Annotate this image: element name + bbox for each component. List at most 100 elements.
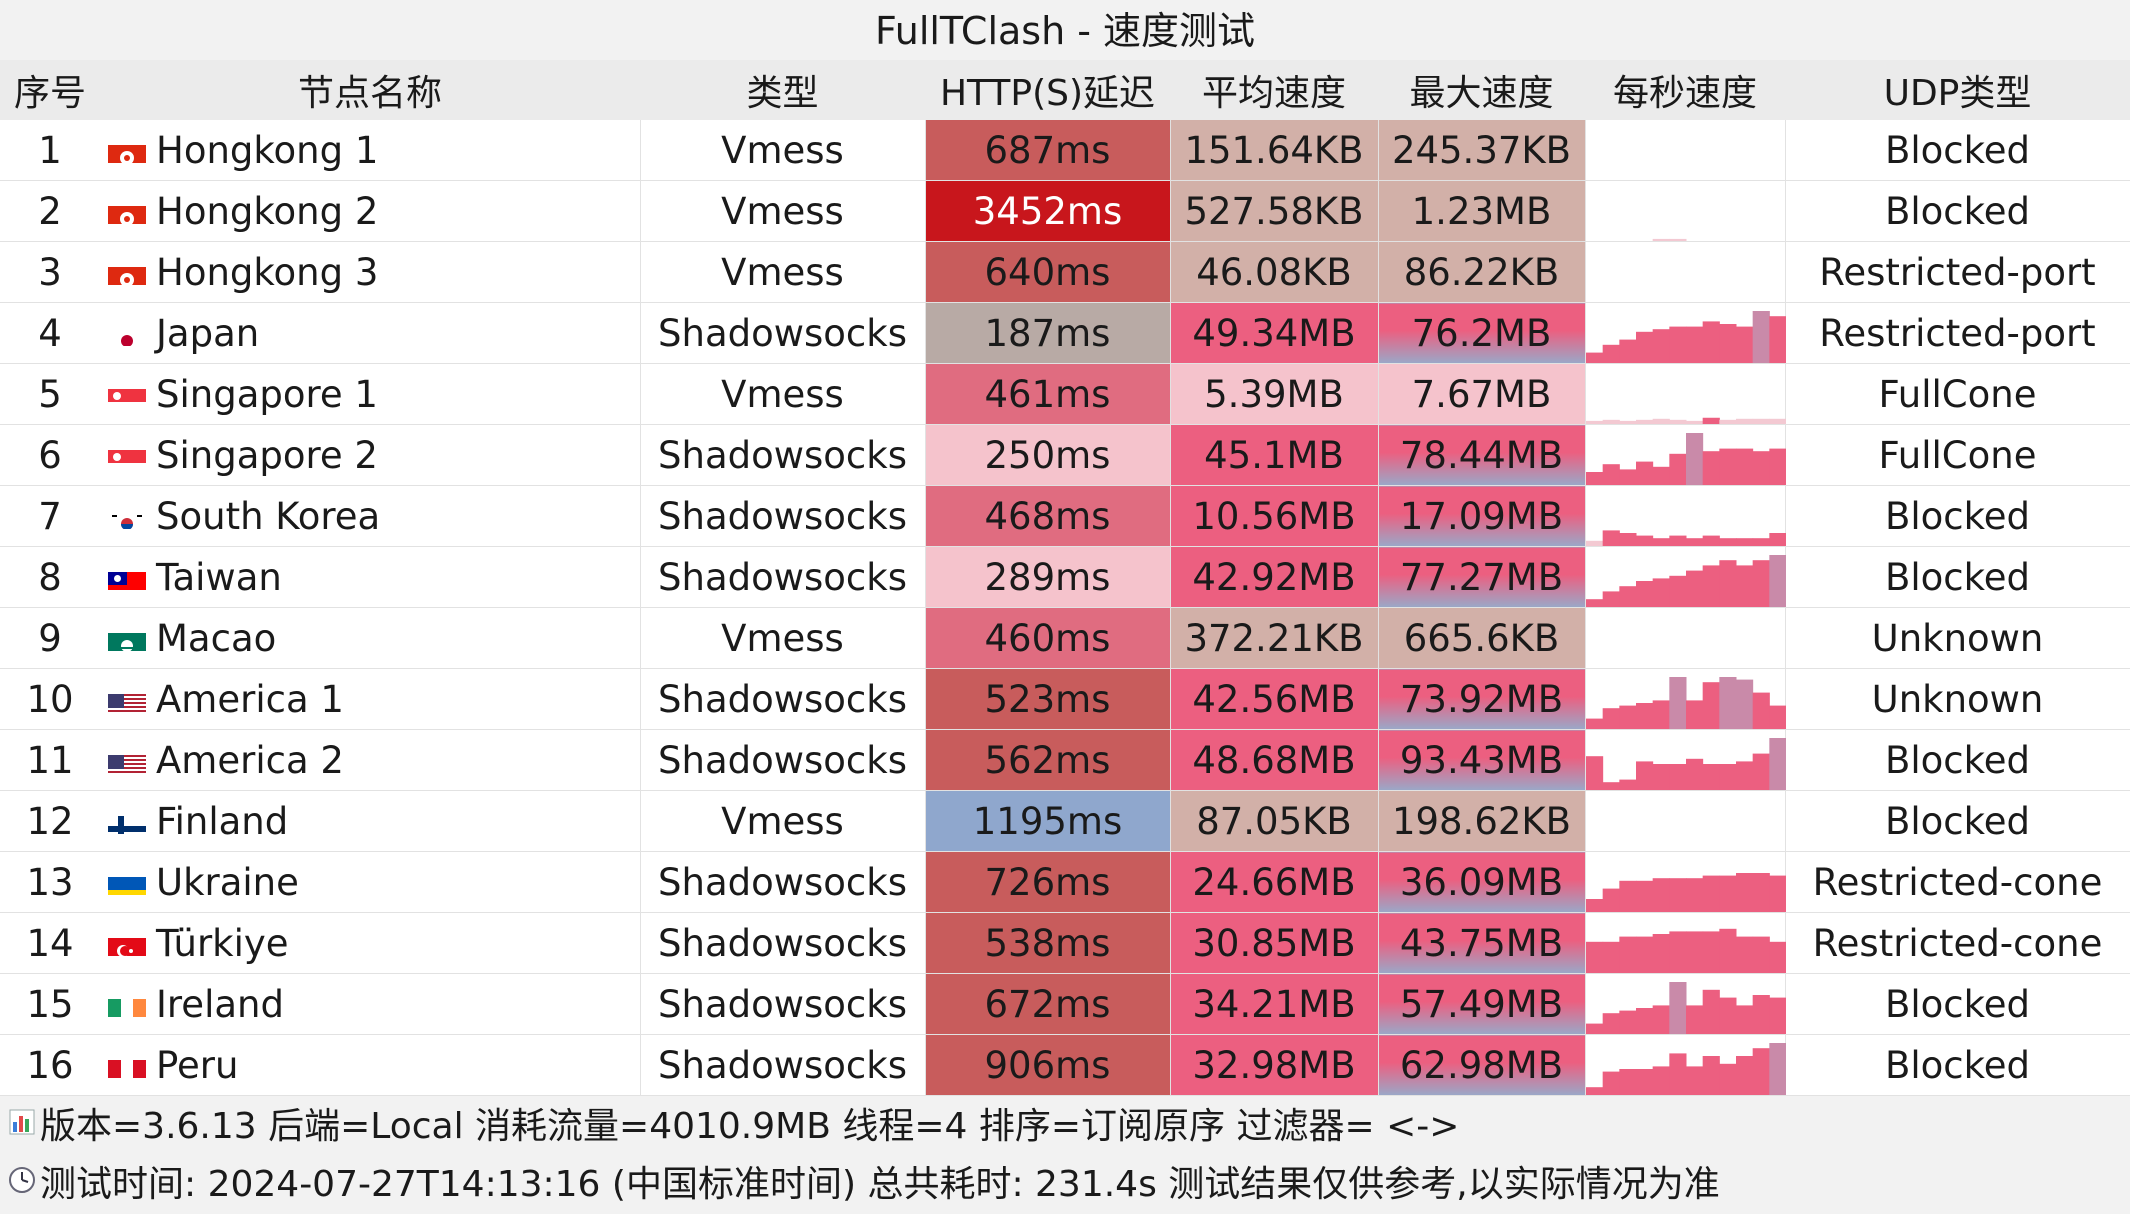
table-row[interactable]: 10 America 1 Shadowsocks 523ms 42.56MB 73.92M…	[0, 668, 2130, 730]
latency-cell: 640ms	[925, 241, 1171, 303]
speed-bar	[1618, 469, 1636, 485]
speed-bar	[1702, 565, 1720, 607]
speed-sparkline	[1586, 242, 1786, 302]
table-row[interactable]: 1 Hongkong 1 Vmess 687ms 151.64KB 245.37KB Blo…	[0, 120, 2130, 181]
table-row[interactable]: 16 Peru Shadowsocks 906ms 32.98MB 62.98MB Bloc…	[0, 1034, 2130, 1096]
speed-bar	[1718, 1063, 1736, 1095]
table-row[interactable]: 8 Taiwan Shadowsocks 289ms 42.92MB 77.27MB Blo…	[0, 546, 2130, 608]
footer-info-line: 版本=3.6.13 后端=Local 消耗流量=4010.9MB 线程=4 排序…	[0, 1096, 2130, 1154]
table-row[interactable]: 14 Türkiye Shadowsocks 538ms 30.85MB 43.75MB R…	[0, 912, 2130, 974]
node-type: Shadowsocks	[640, 912, 926, 974]
speed-sparkline	[1585, 928, 1786, 973]
node-name: Hongkong 1	[156, 128, 379, 172]
row-index: 5	[0, 363, 100, 425]
speed-sparkline	[1652, 238, 1686, 241]
table-row[interactable]: 13 Ukraine Shadowsocks 726ms 24.66MB 36.09MB R…	[0, 851, 2130, 913]
speed-bar	[1768, 555, 1786, 607]
speed-bar	[1635, 761, 1653, 790]
header-node-name[interactable]: 节点名称	[100, 60, 640, 120]
node-name: Ukraine	[156, 860, 299, 904]
row-index: 2	[0, 180, 100, 242]
node-type: Shadowsocks	[640, 729, 926, 791]
speed-bar	[1768, 941, 1786, 973]
speed-bar	[1718, 677, 1736, 729]
row-index: 9	[0, 607, 100, 669]
speed-bar	[1768, 418, 1786, 424]
max-speed-cell: 78.44MB	[1378, 424, 1586, 486]
speed-bar	[1668, 764, 1686, 790]
node-name: Singapore 2	[156, 433, 378, 477]
speed-bar	[1635, 1008, 1653, 1034]
speed-bar	[1585, 1023, 1603, 1034]
node-name-cell: Ukraine	[100, 851, 641, 913]
latency-cell: 461ms	[925, 363, 1171, 425]
latency-cell: 250ms	[925, 424, 1171, 486]
speed-bar	[1618, 339, 1636, 363]
header-index[interactable]: 序号	[0, 60, 100, 120]
speed-test-table: 序号 节点名称 类型 HTTP(S)延迟 平均速度 最大速度 每秒速度 UDP类…	[0, 60, 2130, 1096]
avg-speed-cell: 87.05KB	[1170, 790, 1379, 852]
table-row[interactable]: 6 Singapore 2 Shadowsocks 250ms 45.1MB 78.44M…	[0, 424, 2130, 486]
table-row[interactable]: 5 Singapore 1 Vmess 461ms 5.39MB 7.67MB FullCo…	[0, 363, 2130, 425]
per-second-speed-chart	[1585, 1034, 1786, 1096]
node-name-cell: Taiwan	[100, 546, 641, 608]
node-type: Vmess	[640, 790, 926, 852]
speed-bar	[1602, 782, 1620, 790]
speed-bar	[1652, 466, 1670, 485]
per-second-speed-chart	[1585, 729, 1786, 791]
kr-flag-icon	[108, 503, 146, 529]
speed-bar	[1685, 570, 1703, 607]
node-name: Ireland	[156, 982, 284, 1026]
speed-bar	[1768, 997, 1786, 1034]
speed-bar	[1718, 538, 1736, 546]
speed-bar	[1585, 1087, 1603, 1095]
speed-bar	[1752, 692, 1770, 729]
speed-bar	[1768, 738, 1786, 790]
row-index: 13	[0, 851, 100, 913]
speed-bar	[1618, 586, 1636, 607]
speed-sparkline	[1585, 738, 1786, 790]
speed-bar	[1618, 533, 1636, 546]
speed-bar	[1768, 1043, 1786, 1095]
node-type: Shadowsocks	[640, 1034, 926, 1096]
table-row[interactable]: 12 Finland Vmess 1195ms 87.05KB 198.62KB Block…	[0, 790, 2130, 852]
header-per-second-speed[interactable]: 每秒速度	[1585, 60, 1785, 120]
max-speed-cell: 198.62KB	[1378, 790, 1586, 852]
node-name-cell: Hongkong 1	[100, 120, 641, 181]
speed-bar	[1618, 880, 1636, 912]
table-row[interactable]: 3 Hongkong 3 Vmess 640ms 46.08KB 86.22KB Restr…	[0, 241, 2130, 303]
table-row[interactable]: 4 Japan Shadowsocks 187ms 49.34MB 76.2MB Restr…	[0, 302, 2130, 364]
node-type: Shadowsocks	[640, 485, 926, 547]
udp-type: Blocked	[1785, 1034, 2130, 1096]
avg-speed-cell: 42.56MB	[1170, 668, 1379, 730]
speed-bar	[1668, 575, 1686, 607]
header-type[interactable]: 类型	[640, 60, 925, 120]
speed-bar	[1652, 764, 1670, 790]
header-avg-speed[interactable]: 平均速度	[1170, 60, 1378, 120]
speed-bar	[1685, 1005, 1703, 1034]
table-row[interactable]: 15 Ireland Shadowsocks 672ms 34.21MB 57.49MB B…	[0, 973, 2130, 1035]
speed-bar	[1718, 448, 1736, 485]
row-index: 3	[0, 241, 100, 303]
speed-bar	[1668, 326, 1686, 363]
node-name-cell: America 2	[100, 729, 641, 791]
pe-flag-icon	[108, 1052, 146, 1078]
speed-bar	[1652, 538, 1670, 546]
speed-sparkline	[1585, 311, 1786, 363]
latency-cell: 726ms	[925, 851, 1171, 913]
speed-bar	[1635, 703, 1653, 729]
speed-bar	[1585, 756, 1603, 790]
header-udp-type[interactable]: UDP类型	[1785, 60, 2130, 120]
speed-bar	[1735, 873, 1753, 912]
max-speed-cell: 43.75MB	[1378, 912, 1586, 974]
table-row[interactable]: 7 South Korea Shadowsocks 468ms 10.56MB 17.09…	[0, 485, 2130, 547]
table-row[interactable]: 2 Hongkong 2 Vmess 3452ms 527.58KB 1.23MB Bloc…	[0, 180, 2130, 242]
header-max-speed[interactable]: 最大速度	[1378, 60, 1585, 120]
table-row[interactable]: 9 Macao Vmess 460ms 372.21KB 665.6KB Unknown	[0, 607, 2130, 669]
header-latency[interactable]: HTTP(S)延迟	[925, 60, 1170, 120]
table-row[interactable]: 11 America 2 Shadowsocks 562ms 48.68MB 93.43M…	[0, 729, 2130, 791]
speed-bar	[1702, 875, 1720, 912]
sg-flag-icon	[108, 442, 146, 468]
speed-bar	[1752, 451, 1770, 485]
udp-type: Blocked	[1785, 729, 2130, 791]
